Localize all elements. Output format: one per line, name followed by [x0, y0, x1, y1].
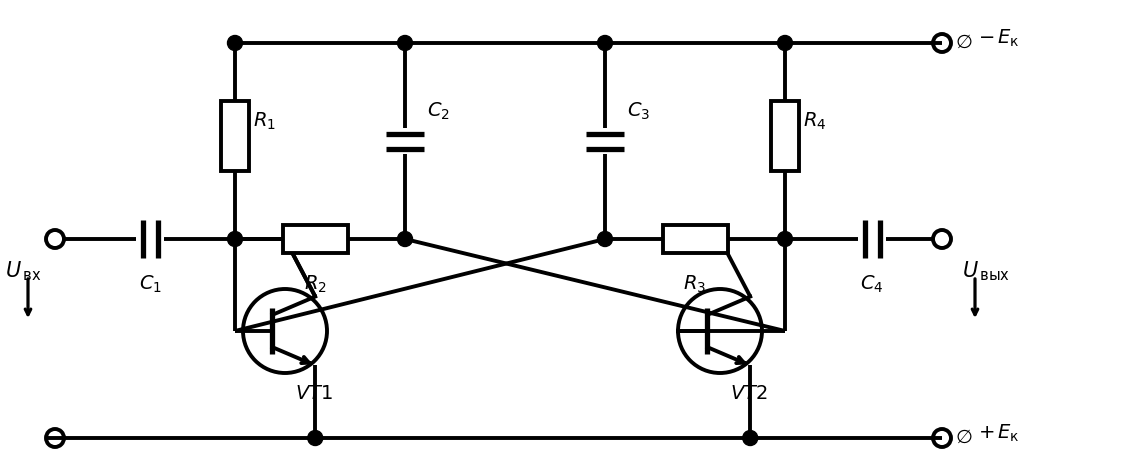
- Circle shape: [777, 231, 793, 247]
- Text: $+\,E_{\rm к}$: $+\,E_{\rm к}$: [978, 422, 1020, 444]
- Bar: [221, 101, 249, 171]
- Circle shape: [227, 36, 242, 50]
- Circle shape: [397, 36, 412, 50]
- Circle shape: [743, 430, 758, 446]
- Text: $U_{\,\rm вых}$: $U_{\,\rm вых}$: [962, 259, 1010, 283]
- Text: $\varnothing$: $\varnothing$: [955, 34, 973, 52]
- Text: $C_4$: $C_4$: [860, 274, 884, 295]
- Text: $R_2$: $R_2$: [304, 274, 327, 295]
- Bar: [771, 101, 799, 171]
- Bar: [662, 225, 727, 253]
- Text: $R_4$: $R_4$: [803, 110, 826, 132]
- Text: $\varnothing$: $\varnothing$: [955, 429, 973, 447]
- Circle shape: [777, 36, 793, 50]
- Circle shape: [397, 231, 412, 247]
- Bar: [283, 225, 348, 253]
- Circle shape: [598, 231, 613, 247]
- Circle shape: [598, 36, 613, 50]
- Text: $C_2$: $C_2$: [427, 100, 450, 122]
- Text: $R_3$: $R_3$: [683, 274, 706, 295]
- Text: $-\,E_{\rm к}$: $-\,E_{\rm к}$: [978, 27, 1020, 49]
- Text: $U_{\,\rm вх}$: $U_{\,\rm вх}$: [5, 259, 42, 283]
- Circle shape: [227, 231, 242, 247]
- Circle shape: [307, 430, 323, 446]
- Text: $VT2$: $VT2$: [730, 385, 768, 403]
- Text: $C_1$: $C_1$: [138, 274, 161, 295]
- Text: $R_1$: $R_1$: [253, 110, 276, 132]
- Text: $VT1$: $VT1$: [295, 385, 333, 403]
- Text: $C_3$: $C_3$: [627, 100, 650, 122]
